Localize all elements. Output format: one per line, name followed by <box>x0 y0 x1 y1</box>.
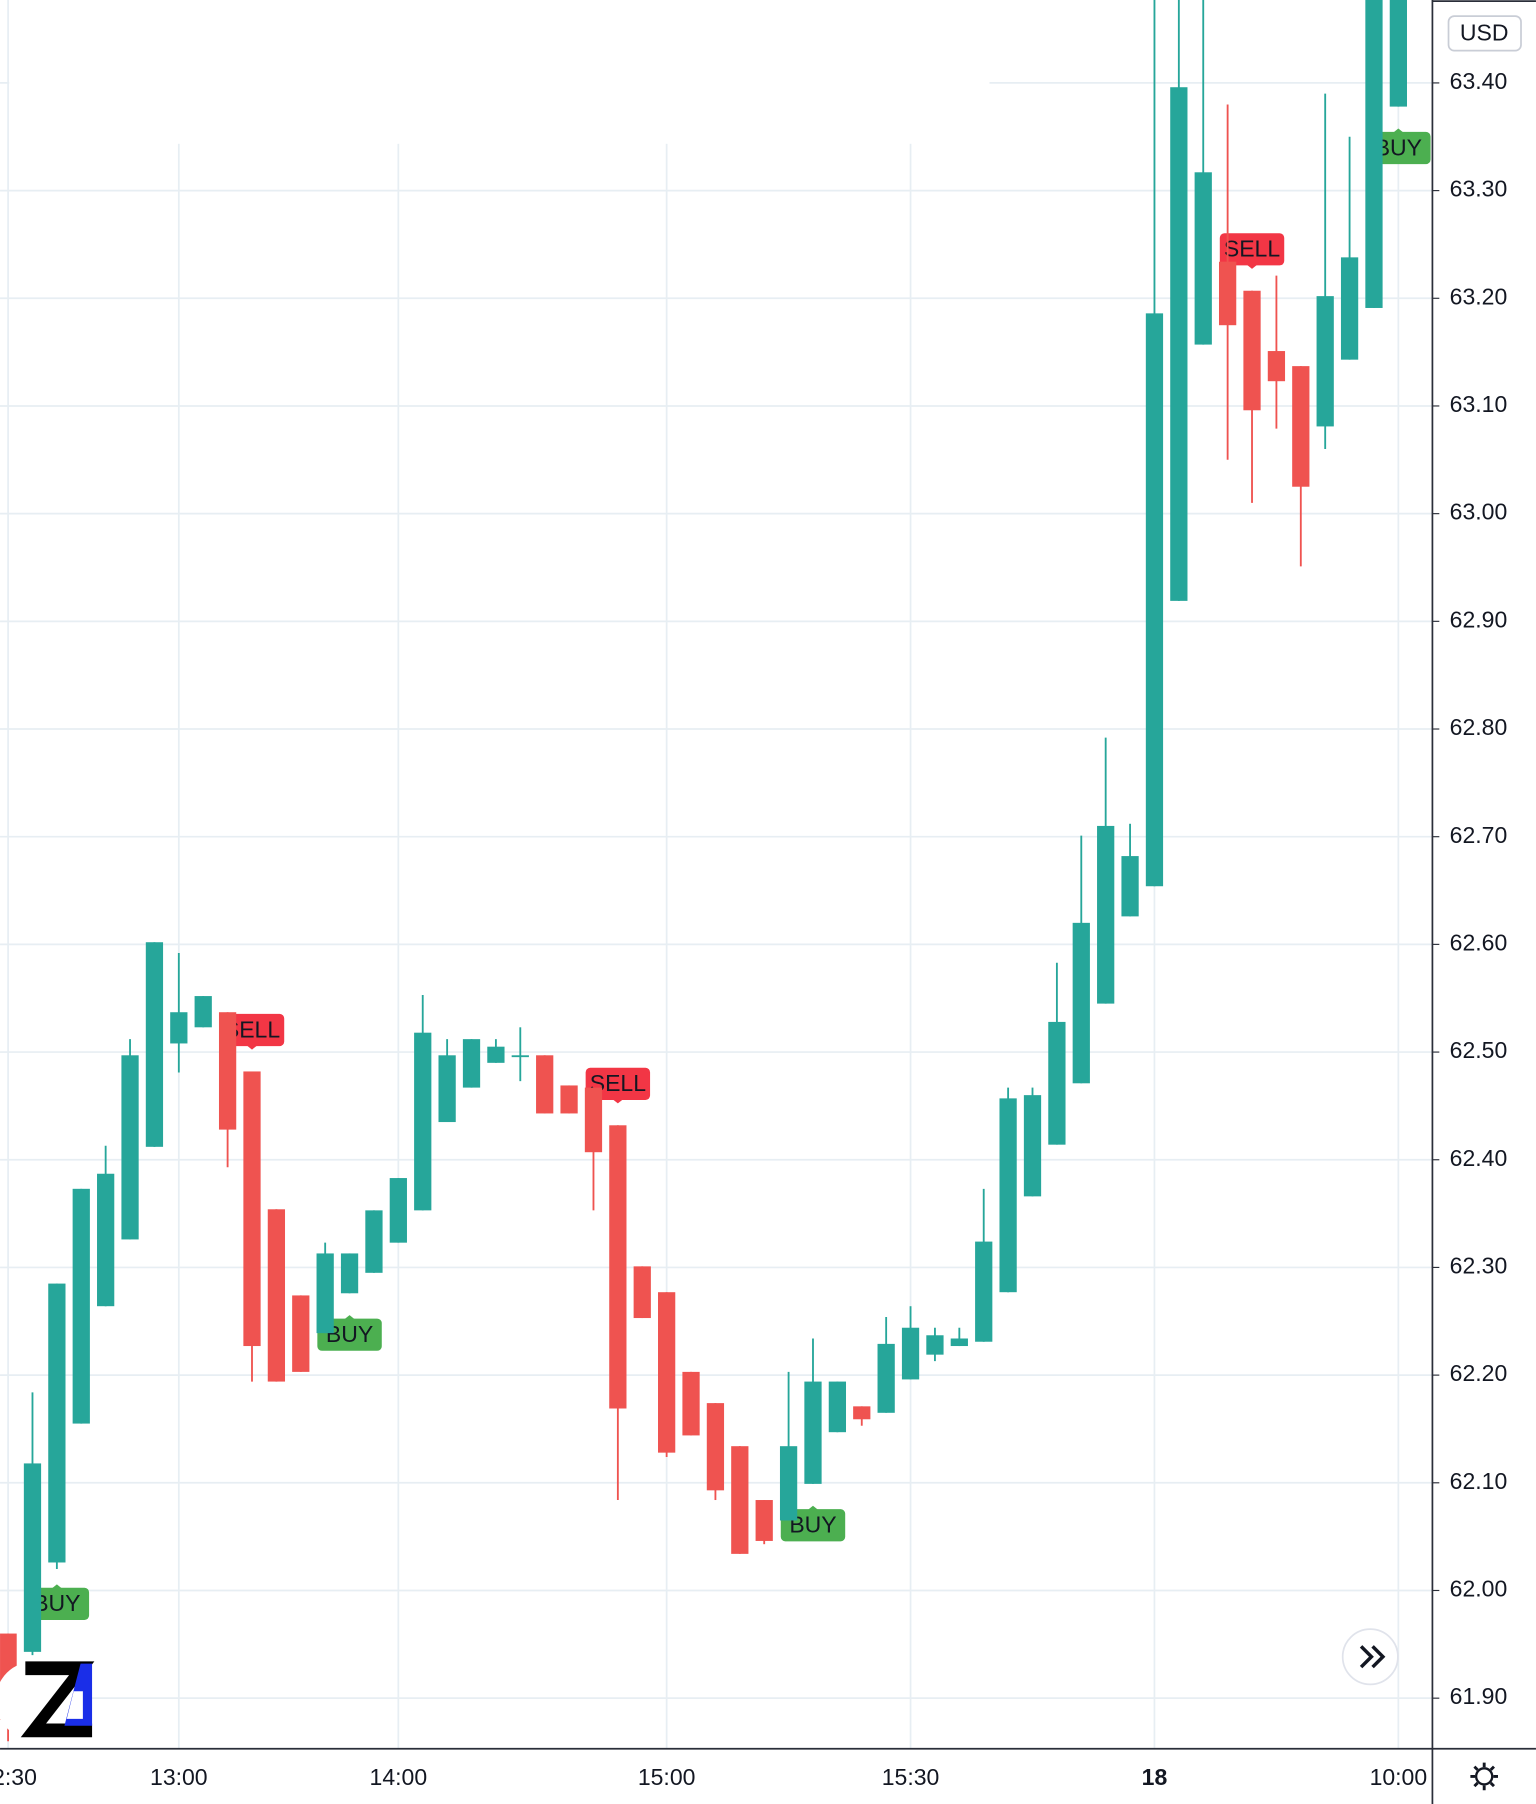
candle-body <box>145 942 164 1147</box>
candle-body <box>1365 0 1383 308</box>
x-tick-label: 12:30 <box>0 1764 37 1790</box>
candle-body <box>828 1381 847 1433</box>
signal-label: SELL <box>1224 236 1280 262</box>
candle-body <box>560 1085 578 1114</box>
candle-body <box>755 1500 773 1541</box>
x-tick-label: 14:00 <box>370 1764 428 1790</box>
candles <box>0 0 1407 1742</box>
candle-body <box>804 1381 822 1484</box>
y-tick-label: 63.20 <box>1450 283 1508 309</box>
y-tick-label: 62.60 <box>1450 929 1508 955</box>
candle-body <box>609 1125 627 1409</box>
candle-body <box>218 1012 237 1130</box>
candle-body <box>584 1087 603 1153</box>
candle-body <box>999 1098 1017 1293</box>
candle-body <box>389 1178 407 1243</box>
candle-body <box>121 1055 139 1240</box>
candle-body <box>682 1371 700 1436</box>
candle-body <box>853 1406 871 1420</box>
candle-body <box>267 1209 286 1382</box>
candle-body <box>511 1055 529 1058</box>
currency-label[interactable]: USD <box>1460 20 1509 46</box>
candle-body <box>243 1071 261 1347</box>
candle-body <box>1048 1021 1066 1145</box>
currency-button[interactable]: USD <box>1447 15 1522 52</box>
candle-body <box>950 1338 968 1347</box>
y-tick-label: 63.30 <box>1450 176 1508 202</box>
candle-body <box>414 1032 432 1211</box>
candle-body <box>877 1343 895 1413</box>
candle-body <box>1194 172 1212 345</box>
candle-body <box>1267 351 1286 382</box>
x-tick-label: 18 <box>1142 1764 1168 1790</box>
candle-body <box>1292 366 1310 487</box>
candle-body <box>658 1292 676 1453</box>
y-tick-label: 63.40 <box>1450 68 1508 94</box>
x-tick-label: 15:00 <box>638 1764 696 1790</box>
candle-body <box>23 1463 42 1652</box>
candle-body <box>1023 1095 1042 1197</box>
candle-body <box>1121 856 1139 917</box>
candle-body <box>706 1403 725 1491</box>
candle-body <box>1389 0 1407 107</box>
candle-body <box>316 1253 334 1334</box>
x-tick-label: 15:30 <box>882 1764 940 1790</box>
signal-box <box>1219 233 1285 266</box>
candle-body <box>72 1188 90 1424</box>
signal-arrow <box>246 1044 258 1050</box>
candle-body <box>1340 257 1359 360</box>
signal-arrow <box>1392 128 1405 134</box>
scroll-button[interactable] <box>1341 1628 1399 1686</box>
candle-body <box>1145 313 1164 887</box>
candle-body <box>340 1253 359 1294</box>
settings-button[interactable] <box>1470 1762 1498 1791</box>
y-tick-label: 62.50 <box>1450 1037 1508 1063</box>
x-tick-label: 10:00 <box>1370 1764 1428 1790</box>
y-tick-label: 62.80 <box>1450 714 1508 740</box>
y-tick-label: 62.70 <box>1450 822 1508 848</box>
candle-body <box>1316 296 1334 427</box>
candle-body <box>170 1012 188 1044</box>
candle-body <box>536 1055 554 1114</box>
overlay <box>0 0 1399 1740</box>
time-axis-bg <box>0 1749 1434 1804</box>
candle-body <box>194 996 212 1028</box>
candle-body <box>365 1210 383 1273</box>
blank-panel <box>9 0 990 144</box>
y-tick-label: 62.00 <box>1450 1576 1508 1602</box>
candle-body <box>97 1173 115 1307</box>
candle-body <box>779 1446 798 1521</box>
y-tick-label: 62.20 <box>1450 1360 1508 1386</box>
candle-body <box>1170 87 1188 601</box>
candle-body <box>48 1283 66 1563</box>
candle-body <box>731 1446 749 1554</box>
candle-body <box>926 1335 944 1355</box>
candle-body <box>462 1039 481 1088</box>
price-axis-bg <box>1433 0 1536 1804</box>
y-tick-label: 62.30 <box>1450 1253 1508 1279</box>
y-tick-label: 63.10 <box>1450 391 1508 417</box>
y-tick-label: 62.90 <box>1450 606 1508 632</box>
candle-body <box>901 1327 920 1380</box>
logo <box>0 1661 95 1740</box>
candle-body <box>1097 825 1115 1004</box>
candle-body <box>292 1295 310 1372</box>
y-tick-label: 63.00 <box>1450 499 1508 525</box>
y-tick-label: 61.90 <box>1450 1683 1508 1709</box>
candle-body <box>975 1241 993 1342</box>
candle-body <box>1072 922 1090 1084</box>
candle-body <box>1219 261 1237 326</box>
candle-body <box>633 1266 651 1319</box>
candle-body <box>438 1055 456 1123</box>
candle-body <box>487 1046 505 1063</box>
candle-body <box>1243 290 1261 411</box>
y-tick-label: 62.40 <box>1450 1145 1508 1171</box>
y-tick-label: 62.10 <box>1450 1468 1508 1494</box>
x-tick-label: 13:00 <box>150 1764 208 1790</box>
